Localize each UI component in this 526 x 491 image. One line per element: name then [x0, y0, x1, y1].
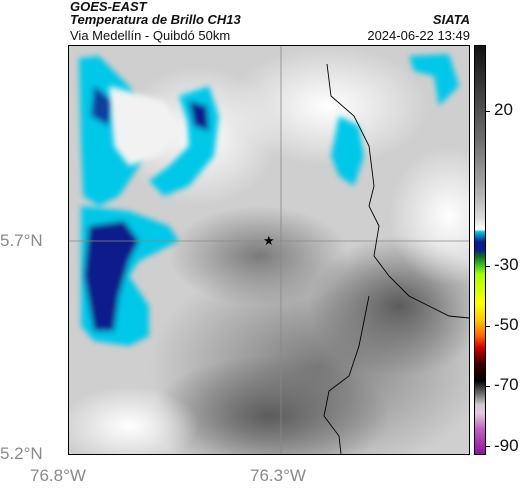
colorbar-label: -50 — [494, 315, 519, 334]
boundary-line — [326, 63, 469, 319]
map-canvas: ★ — [69, 46, 469, 454]
colorbar-label: -70 — [494, 375, 519, 394]
colorbar-label: 20 — [494, 100, 513, 119]
organization-label: SIATA — [432, 12, 470, 27]
lat-label-top: 5.7°N — [0, 231, 43, 250]
lon-label-right: 76.3°W — [250, 466, 306, 485]
colorbar-tick — [486, 446, 490, 447]
timestamp: 2024-06-22 13:49 — [367, 28, 470, 43]
star-icon[interactable]: ★ — [263, 234, 275, 249]
lon-label-left: 76.8°W — [30, 466, 86, 485]
colorbar-label: -90 — [494, 436, 519, 455]
lat-label-bottom: 5.2°N — [0, 444, 43, 463]
satellite-map[interactable]: ★ — [68, 45, 470, 455]
colorbar-label: -30 — [494, 255, 519, 274]
colorbar — [474, 45, 486, 455]
satellite-name: GOES-EAST — [70, 0, 147, 14]
boundary-line-south — [323, 295, 370, 454]
colorbar-tick — [486, 326, 490, 327]
colorbar-tick — [486, 266, 490, 267]
colorbar-tick — [486, 386, 490, 387]
region-subtitle: Via Medellín - Quibdó 50km — [70, 28, 231, 43]
colorbar-tick — [486, 111, 490, 112]
map-header: GOES-EAST Temperatura de Brillo CH13 SIA… — [70, 0, 470, 45]
product-title: Temperatura de Brillo CH13 — [70, 12, 241, 27]
